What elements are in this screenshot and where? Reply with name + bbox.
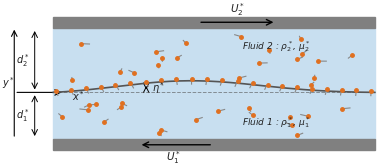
Text: $\eta^*$: $\eta^*$ xyxy=(152,80,165,96)
Text: $d_2^*$: $d_2^*$ xyxy=(15,52,29,69)
Bar xyxy=(53,139,375,150)
Text: Fluid 1 : $\rho_1^*$, $\mu_1^*$: Fluid 1 : $\rho_1^*$, $\mu_1^*$ xyxy=(242,115,311,130)
Text: Fluid 2 : $\rho_2^*$, $\mu_2^*$: Fluid 2 : $\rho_2^*$, $\mu_2^*$ xyxy=(242,39,311,54)
Text: $d_1^*$: $d_1^*$ xyxy=(15,107,29,124)
Text: $y^*$: $y^*$ xyxy=(2,76,15,91)
Bar xyxy=(53,18,375,28)
Text: $U_2^*$: $U_2^*$ xyxy=(230,2,245,18)
Bar xyxy=(53,28,375,139)
Text: $x^*$: $x^*$ xyxy=(72,90,85,103)
Text: $U_1^*$: $U_1^*$ xyxy=(166,149,182,166)
